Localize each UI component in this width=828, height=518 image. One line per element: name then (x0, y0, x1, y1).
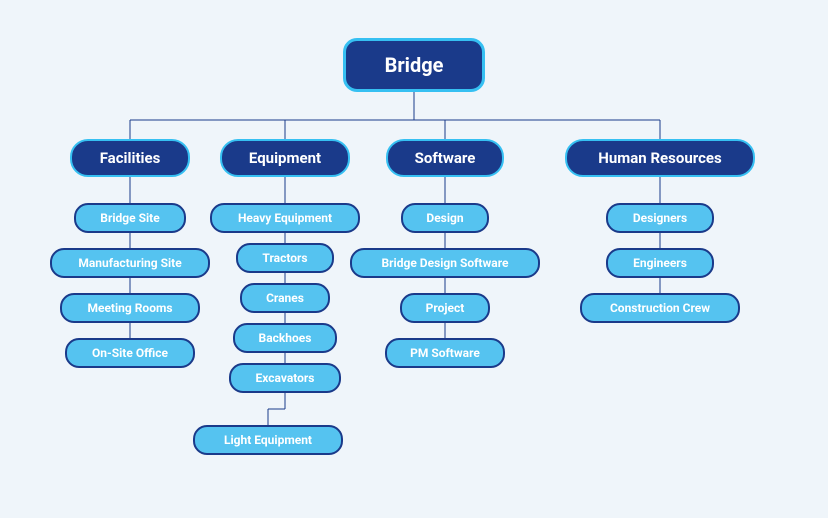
node-sw4: PM Software (385, 338, 505, 368)
node-fac2: Manufacturing Site (50, 248, 210, 278)
node-eqp4: Backhoes (233, 323, 337, 353)
org-chart-canvas: Bridge Facilities Equipment Software Human R… (0, 0, 828, 518)
node-eqp: Equipment (220, 139, 350, 177)
node-eqp1: Heavy Equipment (210, 203, 360, 233)
node-fac3: Meeting Rooms (60, 293, 200, 323)
node-eqp5: Excavators (229, 363, 341, 393)
node-fac1: Bridge Site (74, 203, 186, 233)
node-hr1: Designers (606, 203, 714, 233)
node-fac4: On-Site Office (65, 338, 195, 368)
node-eqp3: Cranes (240, 283, 330, 313)
node-sw: Software (386, 139, 504, 177)
node-sw2: Bridge Design Software (350, 248, 540, 278)
node-fac: Facilities (70, 139, 190, 177)
node-root: Bridge (343, 38, 485, 92)
node-hr2: Engineers (606, 248, 714, 278)
node-eqp2: Tractors (236, 243, 334, 273)
node-sw1: Design (401, 203, 489, 233)
node-sw3: Project (400, 293, 490, 323)
node-eqp6: Light Equipment (193, 425, 343, 455)
node-hr: Human Resources (565, 139, 755, 177)
node-hr3: Construction Crew (580, 293, 740, 323)
